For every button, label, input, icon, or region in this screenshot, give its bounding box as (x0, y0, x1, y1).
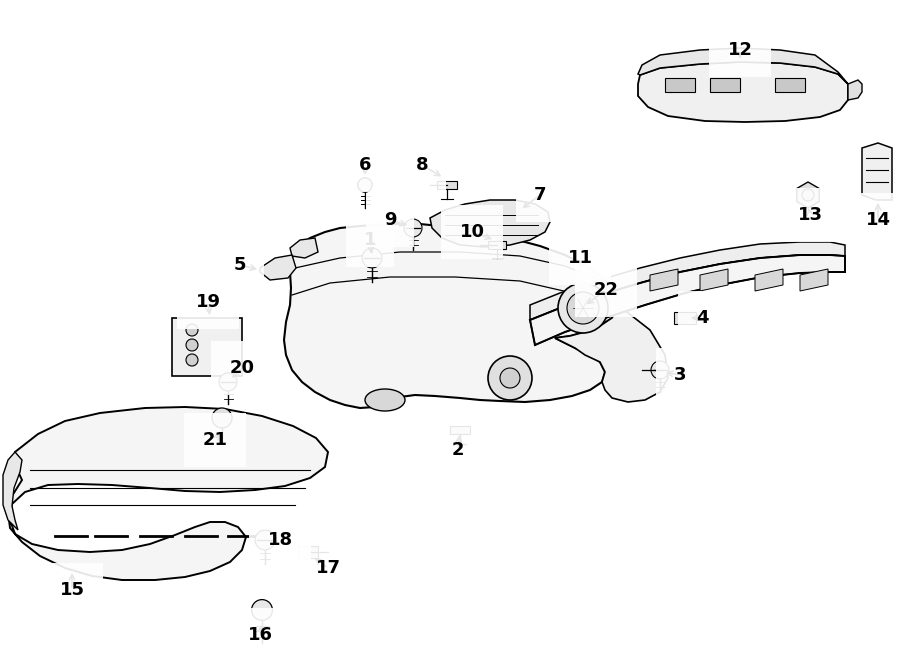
Polygon shape (848, 80, 862, 100)
Bar (674, 312, 696, 324)
Circle shape (651, 361, 669, 379)
Text: 18: 18 (267, 531, 293, 549)
Text: 12: 12 (727, 41, 752, 59)
Text: 7: 7 (534, 186, 546, 204)
Ellipse shape (365, 389, 405, 411)
Bar (488, 241, 506, 249)
Circle shape (358, 178, 373, 192)
Polygon shape (638, 48, 848, 84)
Polygon shape (284, 224, 618, 408)
Text: 11: 11 (568, 249, 592, 267)
Text: 19: 19 (195, 293, 220, 311)
Polygon shape (650, 269, 678, 291)
Polygon shape (755, 269, 783, 291)
Circle shape (488, 356, 532, 400)
Text: 8: 8 (416, 156, 428, 174)
Bar (665, 78, 695, 92)
Text: 16: 16 (248, 626, 273, 644)
Polygon shape (3, 452, 22, 530)
Circle shape (212, 408, 232, 428)
Circle shape (186, 339, 198, 351)
Bar (710, 78, 740, 92)
Text: 15: 15 (59, 581, 85, 599)
Text: 10: 10 (460, 223, 484, 241)
Text: 3: 3 (674, 366, 686, 384)
Polygon shape (530, 242, 845, 320)
Text: 14: 14 (866, 211, 890, 229)
Bar (172, 318, 242, 376)
Text: 21: 21 (202, 431, 228, 449)
Circle shape (404, 219, 422, 237)
Polygon shape (430, 200, 550, 247)
Polygon shape (8, 407, 328, 580)
Polygon shape (260, 255, 296, 280)
Polygon shape (862, 143, 892, 200)
Circle shape (558, 283, 608, 333)
Text: 4: 4 (696, 309, 708, 327)
Polygon shape (530, 255, 845, 345)
Circle shape (186, 354, 198, 366)
Bar (775, 78, 805, 92)
Text: 20: 20 (230, 359, 255, 377)
Polygon shape (555, 295, 668, 402)
Circle shape (252, 600, 273, 621)
Polygon shape (290, 238, 318, 258)
Text: 22: 22 (593, 281, 618, 299)
Text: 2: 2 (452, 441, 464, 459)
Text: 6: 6 (359, 156, 371, 174)
Text: 1: 1 (364, 231, 376, 249)
Polygon shape (638, 62, 848, 122)
Text: 13: 13 (797, 206, 823, 224)
Text: 17: 17 (316, 559, 340, 577)
Bar (437, 181, 457, 189)
Text: 5: 5 (234, 256, 247, 274)
Polygon shape (800, 269, 828, 291)
Circle shape (186, 324, 198, 336)
Circle shape (255, 530, 274, 550)
Polygon shape (796, 182, 819, 208)
Circle shape (567, 292, 599, 324)
Bar (450, 426, 470, 434)
Circle shape (500, 368, 520, 388)
Circle shape (362, 248, 382, 268)
Polygon shape (700, 269, 728, 291)
Text: 9: 9 (383, 211, 396, 229)
Circle shape (219, 373, 237, 391)
Bar (298, 546, 318, 558)
